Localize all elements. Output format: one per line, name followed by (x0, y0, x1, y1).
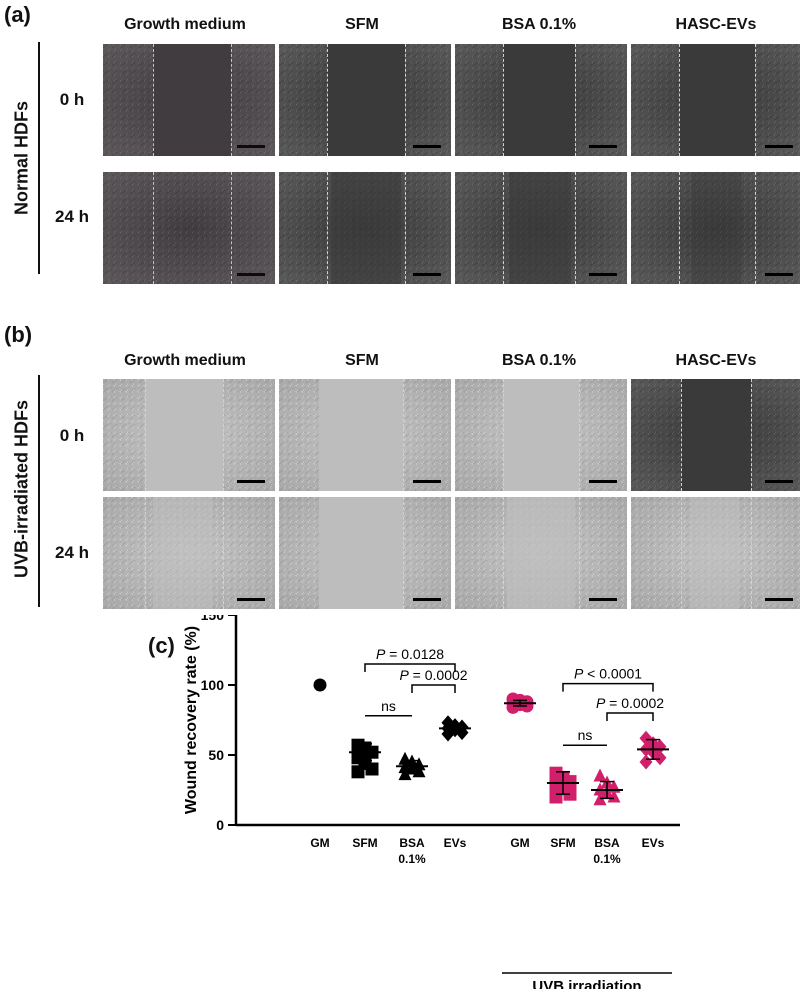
panel-a-side-label: Normal HDFs (11, 100, 32, 216)
data-point-diamond (441, 726, 455, 742)
scale-bar (413, 273, 441, 276)
scale-bar (589, 273, 617, 276)
micrograph-uvb-bsa-24h (455, 497, 627, 609)
p-value-bracket (411, 684, 456, 693)
scale-bar (413, 480, 441, 483)
panel-b-letter: (b) (4, 322, 33, 347)
scale-bar (413, 145, 441, 148)
p-value-label: P = 0.0002 (596, 695, 664, 711)
data-point-triangle (412, 764, 426, 778)
x-category-label: EVs (444, 836, 467, 850)
panel-b-side-label: UVB-irradiated HDFs (11, 399, 32, 579)
x-category-label: BSA (594, 836, 620, 850)
data-point-diamond (639, 754, 653, 770)
y-tick-label: 50 (208, 747, 224, 763)
micrograph-normal-bsa-0h (455, 44, 627, 156)
p-value-bracket (364, 663, 456, 672)
micrograph-uvb-gm-24h (103, 497, 275, 609)
micrograph-normal-sfm-0h (279, 44, 451, 156)
y-tick-label: 150 (201, 615, 225, 623)
p-value-label: P = 0.0002 (399, 667, 467, 683)
micrograph-normal-gm-24h (103, 172, 275, 284)
data-point-square (549, 790, 563, 804)
panel-b-row-24h: 24 h (54, 543, 90, 562)
panel-a-col-hasc-evs: HASC-EVs (675, 16, 757, 33)
micrograph-uvb-bsa-0h (455, 379, 627, 491)
panel-a-col-bsa: BSA 0.1% (501, 16, 577, 33)
p-value-label: ns (381, 698, 396, 714)
micrograph-normal-gm-0h (103, 44, 275, 156)
data-point-diamond (639, 730, 653, 746)
data-point-triangle (607, 789, 621, 803)
y-axis-label: Wound recovery rate (%) (183, 626, 200, 814)
p-value-bracket (606, 712, 654, 721)
panel-a-divider (38, 42, 40, 274)
x-category-label: GM (310, 836, 329, 850)
scale-bar (765, 273, 793, 276)
panel-a-col-sfm: SFM (345, 16, 379, 33)
x-category-label: SFM (352, 836, 377, 850)
micrograph-uvb-evs-24h (631, 497, 800, 609)
scale-bar (413, 598, 441, 601)
scale-bar (237, 145, 265, 148)
scale-bar (589, 145, 617, 148)
x-category-label: EVs (642, 836, 665, 850)
x-category-label: SFM (550, 836, 575, 850)
micrograph-uvb-evs-0h (631, 379, 800, 491)
micrograph-normal-sfm-24h (279, 172, 451, 284)
panel-b-row-0h: 0 h (59, 426, 85, 445)
x-category-label: GM (510, 836, 529, 850)
data-point-triangle (593, 768, 607, 782)
p-value-bracket (562, 682, 654, 692)
wound-recovery-chart: 0 50 100 150 Wound recovery rate (%) GM SFM BSA… (100, 607, 800, 994)
panel-a-letter: (a) (4, 2, 31, 27)
data-point-triangle (398, 751, 412, 765)
panel-b-col-hasc-evs: HASC-EVs (675, 352, 757, 369)
panel-c-letter: (c) (148, 633, 175, 658)
y-tick-label: 0 (216, 817, 224, 833)
p-value-label: P < 0.0001 (574, 666, 642, 682)
data-point-square (351, 765, 365, 779)
scale-bar (237, 273, 265, 276)
micrograph-normal-bsa-24h (455, 172, 627, 284)
panel-b-col-sfm: SFM (345, 352, 379, 369)
micrograph-normal-evs-0h (631, 44, 800, 156)
panel-b-col-bsa: BSA 0.1% (501, 352, 577, 369)
panel-b-divider (38, 375, 40, 607)
data-point-triangle (398, 767, 412, 781)
micrograph-uvb-gm-0h (103, 379, 275, 491)
scale-bar (589, 598, 617, 601)
y-tick-label: 100 (201, 677, 225, 693)
p-value-label: ns (578, 727, 593, 743)
panel-a-col-growth-medium: Growth medium (124, 16, 246, 33)
p-value-label: P = 0.0128 (376, 646, 444, 662)
panel-a-row-24h: 24 h (54, 207, 90, 226)
scale-bar (589, 480, 617, 483)
scale-bar (765, 598, 793, 601)
scale-bar (237, 480, 265, 483)
data-point-diamond (653, 750, 667, 766)
uvb-group-label: UVB irradiation (532, 978, 641, 989)
x-category-label: 0.1% (398, 852, 426, 866)
scale-bar (237, 598, 265, 601)
x-category-label: 0.1% (593, 852, 621, 866)
x-category-label: BSA (399, 836, 425, 850)
panel-a-row-0h: 0 h (59, 90, 85, 109)
panel-b-col-growth-medium: Growth medium (124, 352, 246, 369)
data-point-circle (313, 678, 327, 692)
scale-bar (765, 480, 793, 483)
micrograph-normal-evs-24h (631, 172, 800, 284)
scale-bar (765, 145, 793, 148)
data-point-square (365, 762, 379, 776)
micrograph-uvb-sfm-0h (279, 379, 451, 491)
micrograph-uvb-sfm-24h (279, 497, 451, 609)
